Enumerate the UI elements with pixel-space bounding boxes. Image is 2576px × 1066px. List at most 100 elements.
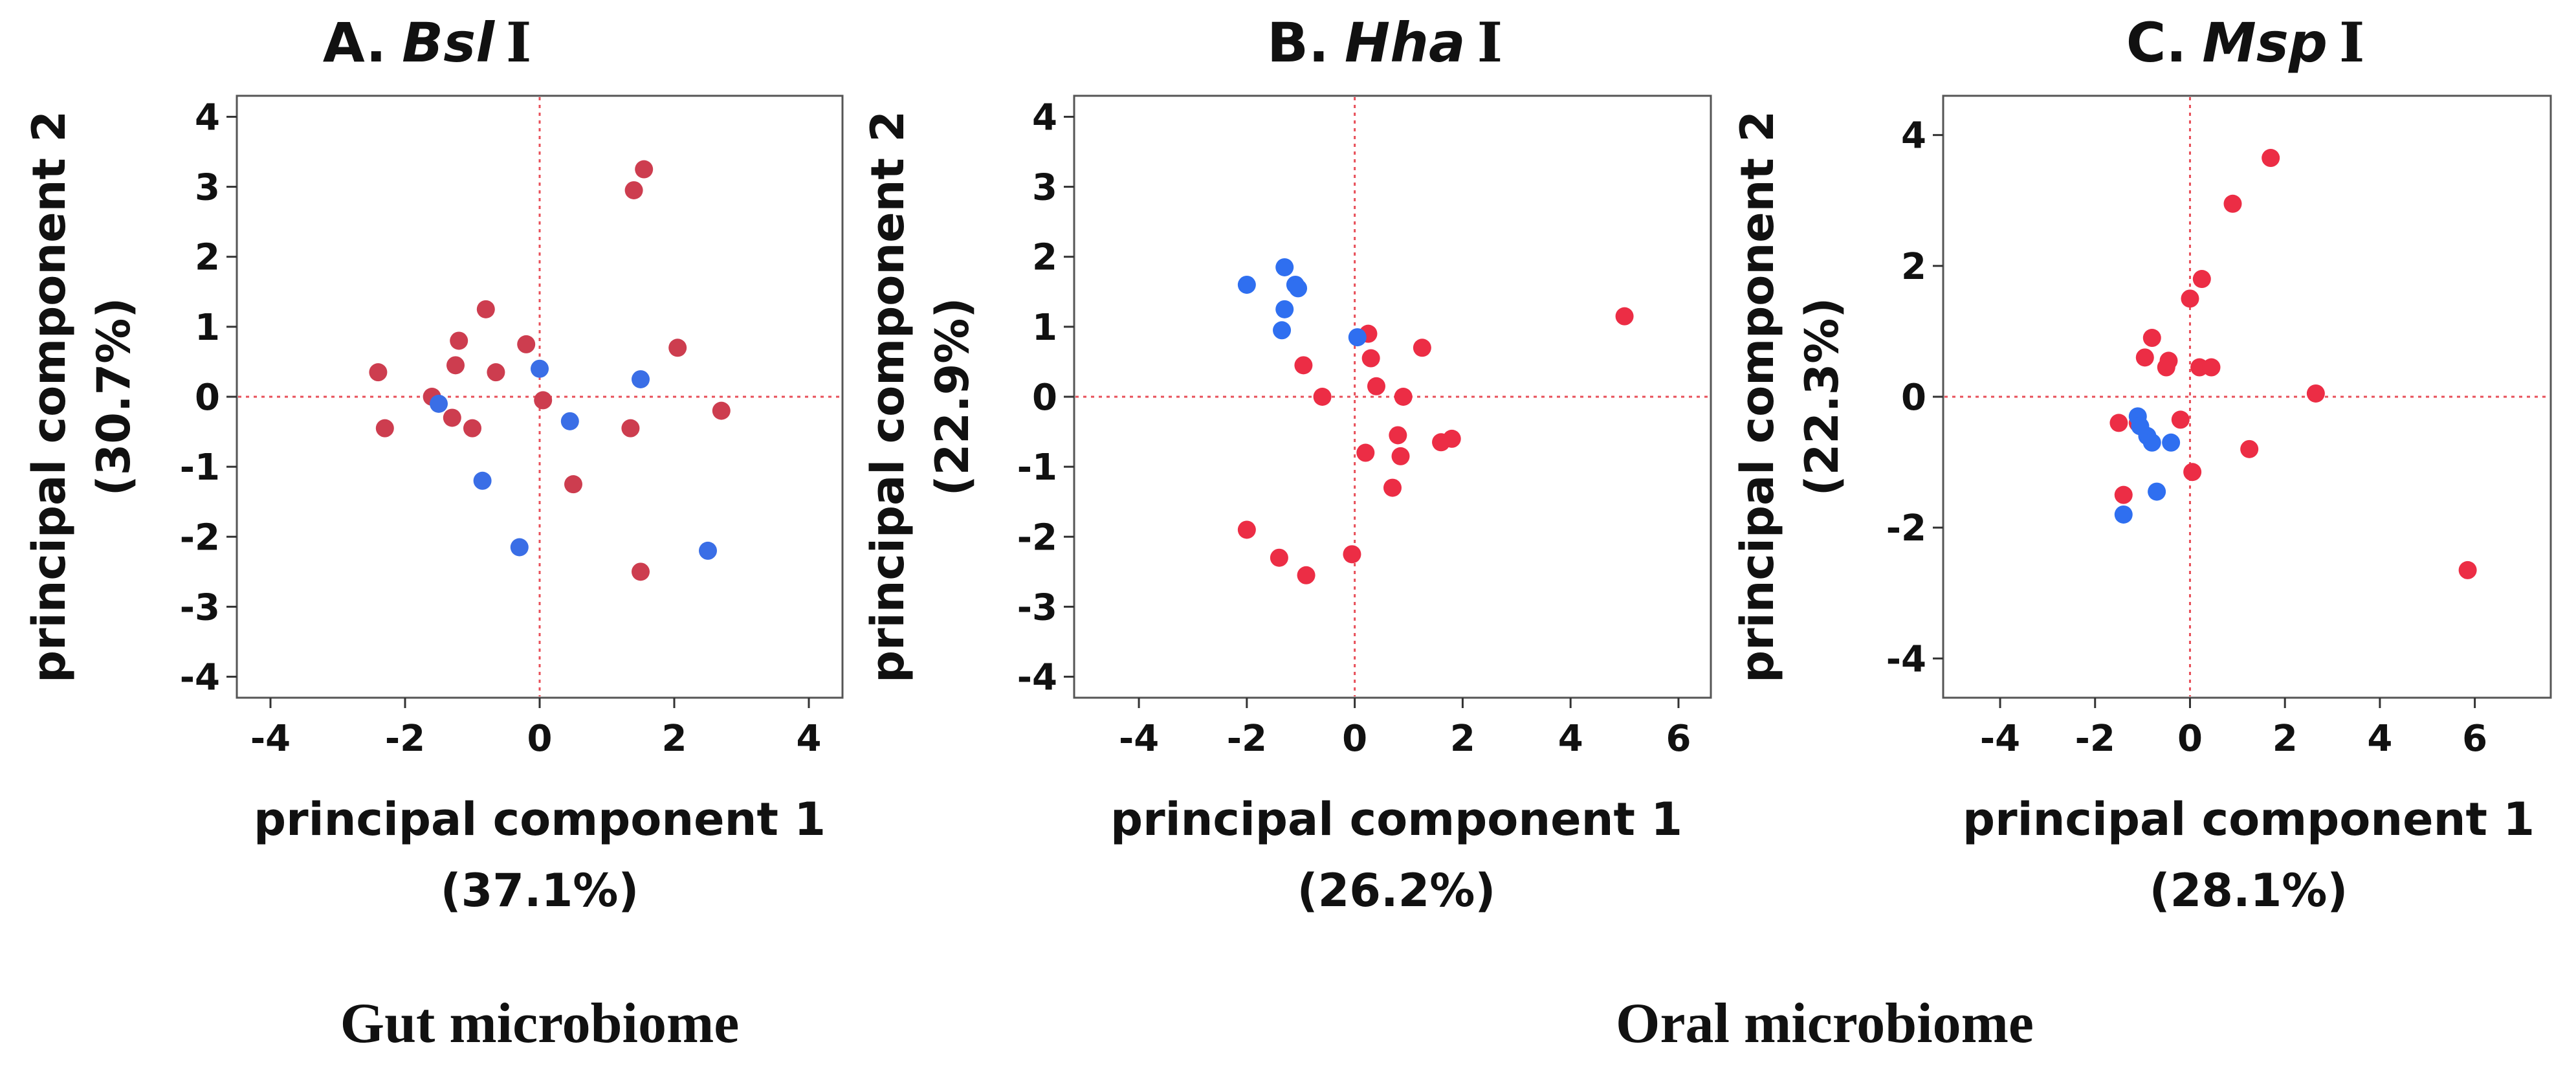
- panel-b-xtick-label: -4: [1119, 718, 1159, 760]
- panel-b-title-enzyme: Hha: [1345, 11, 1466, 74]
- panel-a-ytick-label: 1: [195, 307, 220, 349]
- panel-a-title-prefix: A.: [323, 11, 386, 74]
- panel-a-point-blue: [632, 370, 650, 388]
- panel-c-xlabel-pct: (28.1%): [2150, 864, 2348, 917]
- panel-b-point-red: [1237, 520, 1256, 539]
- panel-c-point-red: [2192, 270, 2211, 289]
- panel-a-xlabel-pct: (37.1%): [441, 864, 639, 917]
- panel-c-ytick-label: 2: [1901, 246, 1926, 288]
- panel-a-ytick-label: -2: [180, 516, 220, 559]
- panel-c-point-blue: [2148, 482, 2166, 501]
- panel-b-ylabel: principal component 2: [861, 111, 914, 683]
- panel-b-xlabel: principal component 1: [1110, 793, 1682, 846]
- panel-b-title-suffix: I: [1477, 10, 1503, 74]
- panel-b-point-red: [1356, 443, 1375, 462]
- panel-b-point-red: [1297, 566, 1316, 584]
- panel-a-xtick-label: 2: [662, 718, 687, 760]
- panel-a-title: A. Bsl I: [323, 10, 532, 74]
- panel-a-xtick-label: -2: [385, 718, 425, 760]
- panel-c-title-prefix: C.: [2126, 11, 2187, 74]
- panel-c-title-suffix: I: [2339, 10, 2364, 74]
- group-label-oral: Oral microbiome: [1616, 992, 2034, 1055]
- panel-b-ytick-label: -4: [1017, 657, 1057, 699]
- panel-b-ylabel-pct: (22.9%): [926, 298, 979, 496]
- panel-a-ytick-label: 2: [195, 237, 220, 279]
- panel-a-point-blue: [430, 394, 448, 413]
- panel-c-title: C. Msp I: [2126, 10, 2365, 74]
- panel-c-point-red: [2181, 289, 2199, 308]
- panel-b-point-red: [1391, 447, 1410, 465]
- panel-a-point-red: [564, 475, 582, 494]
- panel-c-ytick-label: -4: [1886, 638, 1926, 680]
- panel-b-xtick-label: 4: [1558, 718, 1583, 760]
- panel-b-point-red: [1270, 548, 1288, 567]
- panel-b-point-red: [1361, 349, 1380, 368]
- panel-c-point-red: [2240, 439, 2259, 458]
- panel-c-point-red: [2223, 194, 2242, 213]
- panel-c-point-red: [2159, 351, 2178, 370]
- panel-b-point-red: [1313, 388, 1332, 406]
- panel-c-point-red: [2306, 384, 2325, 403]
- panel-b-point-blue: [1273, 321, 1292, 340]
- panel-b-ytick-label: -1: [1017, 447, 1057, 489]
- panel-a-point-blue: [531, 359, 549, 378]
- panel-c-point-blue: [2114, 505, 2133, 524]
- panel-c-point-blue: [2162, 433, 2181, 452]
- panel-c-xtick-label: 4: [2367, 718, 2392, 760]
- panel-c-ytick-label: 4: [1901, 115, 1926, 157]
- panel-a-point-red: [621, 419, 640, 438]
- panel-a-ytick-label: 3: [195, 167, 220, 209]
- panel-b-point-red: [1294, 356, 1313, 375]
- panel-b-xlabel-pct: (26.2%): [1297, 864, 1496, 917]
- panel-b-xtick-label: 6: [1666, 718, 1691, 760]
- panel-c-point-red: [2109, 414, 2128, 432]
- panel-a-point-red: [632, 562, 650, 581]
- panel-c-xlabel: principal component 1: [1963, 793, 2535, 846]
- panel-c-point-blue: [2142, 433, 2161, 452]
- panel-a-title-suffix: I: [506, 10, 531, 74]
- panel-a-ytick-label: 4: [195, 96, 220, 139]
- panel-b-xtick-label: 2: [1450, 718, 1475, 760]
- panel-c-xtick-label: 2: [2273, 718, 2298, 760]
- panel-c-point-red: [2183, 463, 2202, 482]
- panel-b-title-prefix: B.: [1267, 11, 1329, 74]
- panel-a-ylabel-pct: (30.7%): [87, 298, 140, 496]
- panel-a-ytick-label: 0: [195, 377, 220, 419]
- panel-c-point-red: [2262, 149, 2280, 168]
- panel-c-point-red: [2458, 561, 2477, 579]
- panel-c-title-enzyme: Msp: [2202, 11, 2328, 74]
- panel-a: A. Bsl I -4 -2 0 2 4 -4 -3 -2 -1 0 1 2 3 4 principal co…: [23, 10, 844, 917]
- panel-a-point-red: [534, 391, 553, 410]
- panel-c-point-red: [2142, 329, 2161, 348]
- panel-a-ytick-label: -3: [180, 586, 220, 628]
- panel-b-point-blue: [1289, 279, 1308, 298]
- panel-a-point-blue: [510, 538, 529, 557]
- panel-b-title: B. Hha I: [1267, 10, 1503, 74]
- panel-b-point-red: [1389, 426, 1407, 445]
- group-label-gut: Gut microbiome: [340, 992, 740, 1055]
- panel-a-point-red: [624, 181, 643, 199]
- panel-b-ytick-label: -3: [1017, 586, 1057, 628]
- panel-c-point-red: [2135, 348, 2154, 367]
- panel-b-point-red: [1367, 377, 1385, 395]
- panel-b-point-blue: [1275, 258, 1294, 276]
- panel-b-ytick-label: -2: [1017, 516, 1057, 559]
- panel-a-plot: -4 -2 0 2 4 -4 -3 -2 -1 0 1 2 3 4: [180, 96, 841, 760]
- panel-b-ytick-label: 0: [1032, 377, 1057, 419]
- panel-a-point-red: [635, 160, 654, 179]
- panel-a-ytick-label: -1: [180, 447, 220, 489]
- panel-a-point-red: [712, 401, 731, 420]
- panel-a-point-red: [443, 408, 461, 427]
- panel-a-xlabel: principal component 1: [254, 793, 826, 846]
- panel-a-point-red: [517, 335, 536, 353]
- panel-c-xtick-label: 0: [2177, 718, 2203, 760]
- panel-b-point-red: [1343, 545, 1361, 564]
- panel-b-point-blue: [1237, 275, 1256, 294]
- panel-c-point-red: [2114, 485, 2133, 504]
- panel-b-ytick-label: 3: [1032, 167, 1057, 209]
- panel-a-xtick-label: 4: [797, 718, 822, 760]
- panel-b-xtick-label: -2: [1227, 718, 1267, 760]
- panel-c-ytick-label: -2: [1886, 507, 1926, 550]
- panel-a-point-red: [446, 356, 465, 375]
